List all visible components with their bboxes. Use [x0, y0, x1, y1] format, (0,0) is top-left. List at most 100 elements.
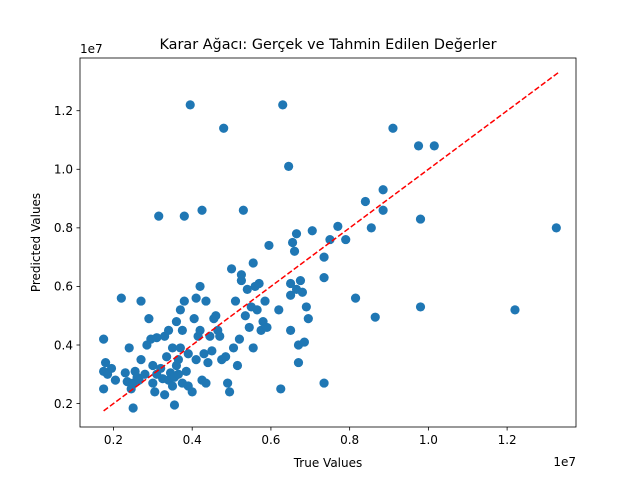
x-tick-label: 1.2 [498, 433, 517, 447]
x-axis-offset-label: 1e7 [553, 455, 576, 469]
x-tick-label: 0.6 [261, 433, 280, 447]
data-point [179, 296, 189, 306]
data-point [215, 331, 225, 341]
data-point [173, 355, 184, 365]
data-point [388, 123, 398, 133]
data-point [303, 314, 313, 324]
x-tick-label: 0.2 [104, 433, 123, 447]
data-point [175, 305, 185, 315]
data-point [201, 378, 211, 388]
data-point [224, 387, 235, 397]
data-point [171, 316, 182, 327]
x-axis-label: True Values [293, 456, 363, 470]
data-point [236, 270, 246, 280]
data-point [234, 334, 245, 344]
data-point [179, 211, 189, 221]
data-point [350, 293, 361, 303]
data-point [415, 302, 426, 312]
data-point [232, 360, 243, 371]
data-point [319, 252, 329, 262]
data-point [238, 205, 248, 215]
y-tick-label: 0.2 [54, 397, 73, 411]
data-point [293, 357, 304, 368]
x-tick-label: 0.4 [183, 433, 202, 447]
data-point [413, 141, 424, 151]
data-point [175, 343, 185, 353]
data-point [219, 123, 229, 133]
data-point [124, 343, 134, 353]
data-point [136, 296, 146, 306]
data-points [99, 100, 561, 413]
data-point [307, 226, 317, 236]
data-point [195, 281, 205, 292]
data-point [167, 381, 178, 391]
y-axis-offset-label: 1e7 [80, 42, 103, 56]
data-point [276, 384, 286, 394]
data-point [205, 331, 215, 341]
data-point [366, 223, 376, 233]
data-point [378, 185, 388, 195]
data-point [284, 161, 294, 171]
data-point [551, 223, 561, 233]
data-point [291, 229, 302, 239]
data-point [207, 346, 217, 356]
data-point [226, 264, 237, 274]
plot-area-frame [79, 57, 577, 428]
data-point [341, 234, 351, 245]
data-point [260, 296, 270, 306]
data-point [191, 293, 201, 303]
data-point [99, 334, 109, 344]
data-point [244, 322, 254, 333]
data-point [319, 273, 329, 283]
data-point [221, 352, 231, 362]
data-point [286, 325, 296, 335]
data-point [163, 325, 174, 335]
data-point [262, 322, 272, 333]
data-point [228, 343, 239, 353]
data-point [295, 275, 306, 286]
data-point [148, 360, 158, 371]
data-point [510, 305, 520, 315]
data-point [195, 325, 205, 335]
data-point [429, 141, 439, 151]
y-axis-label: Predicted Values [29, 193, 43, 292]
data-point [211, 311, 221, 321]
data-point [144, 314, 154, 324]
data-point [378, 205, 388, 215]
data-point [154, 211, 164, 221]
data-point [183, 349, 193, 359]
chart-title: Karar Ağacı: Gerçek ve Tahmin Edilen Değ… [159, 37, 496, 53]
data-point [140, 369, 150, 379]
data-point [199, 349, 209, 359]
data-point [189, 314, 199, 324]
data-point [128, 403, 138, 413]
data-point [162, 352, 172, 362]
y-tick-label: 1.2 [54, 104, 73, 118]
data-point [230, 296, 241, 306]
y-tick-label: 0.6 [54, 280, 73, 294]
data-point [201, 296, 211, 306]
data-point [187, 387, 197, 397]
data-point [278, 100, 288, 110]
data-point [242, 284, 252, 294]
data-point [274, 305, 284, 315]
data-point [106, 363, 117, 374]
data-point [150, 387, 160, 397]
data-point [286, 278, 296, 289]
x-tick-label: 1.0 [419, 433, 438, 447]
data-point [152, 333, 162, 343]
data-point [299, 337, 309, 347]
data-point [120, 368, 130, 378]
x-tick-label: 0.8 [340, 433, 359, 447]
y-tick-label: 0.4 [54, 338, 73, 352]
data-point [333, 221, 343, 231]
data-point [289, 246, 300, 256]
data-point [325, 234, 335, 245]
data-point [360, 196, 370, 207]
data-point [301, 302, 311, 312]
data-point [415, 214, 426, 224]
data-point [297, 287, 308, 297]
data-point [254, 278, 264, 289]
